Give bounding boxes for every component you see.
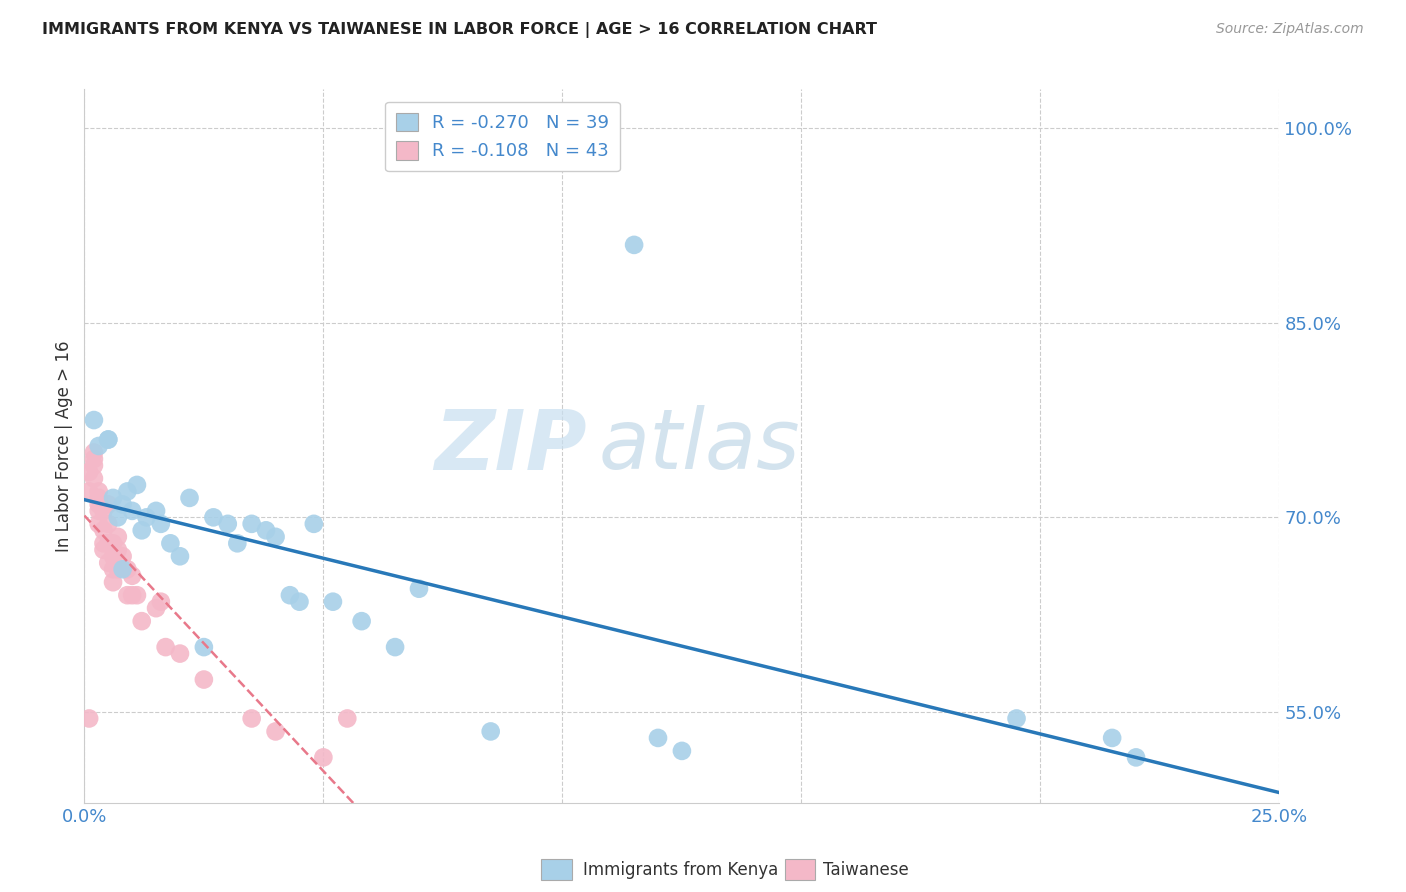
Point: [479, 724, 502, 739]
Point: [131, 524, 153, 538]
Point: [131, 614, 153, 628]
Point: [111, 497, 134, 511]
Text: atlas: atlas: [599, 406, 800, 486]
Point: [107, 510, 129, 524]
Point: [125, 588, 148, 602]
Point: [107, 542, 129, 557]
Point: [302, 516, 325, 531]
Text: ZIP: ZIP: [433, 406, 586, 486]
Point: [87, 504, 110, 518]
Point: [121, 568, 143, 582]
Point: [121, 588, 143, 602]
Point: [101, 549, 124, 564]
Point: [623, 238, 645, 252]
Point: [202, 510, 225, 524]
Point: [83, 413, 105, 427]
Point: [647, 731, 669, 745]
Point: [121, 504, 143, 518]
Point: [87, 491, 110, 505]
Point: [1101, 731, 1123, 745]
Point: [135, 510, 157, 524]
Point: [101, 536, 124, 550]
Point: [97, 556, 120, 570]
Point: [125, 478, 148, 492]
Point: [97, 536, 120, 550]
Point: [117, 562, 139, 576]
Point: [83, 458, 105, 473]
Point: [107, 562, 129, 576]
Point: [83, 445, 105, 459]
Point: [240, 711, 263, 725]
Point: [312, 750, 335, 764]
Point: [111, 562, 134, 576]
Point: [145, 504, 167, 518]
Point: [254, 524, 277, 538]
Point: [193, 640, 215, 654]
Point: [264, 530, 287, 544]
Point: [117, 588, 139, 602]
Point: [1125, 750, 1147, 764]
Point: [97, 433, 120, 447]
Point: [322, 595, 344, 609]
Text: Source: ZipAtlas.com: Source: ZipAtlas.com: [1216, 22, 1364, 37]
Point: [87, 497, 110, 511]
Text: IMMIGRANTS FROM KENYA VS TAIWANESE IN LABOR FORCE | AGE > 16 CORRELATION CHART: IMMIGRANTS FROM KENYA VS TAIWANESE IN LA…: [42, 22, 877, 38]
Point: [149, 595, 172, 609]
Point: [97, 433, 120, 447]
Point: [101, 491, 124, 505]
Point: [93, 504, 115, 518]
Point: [169, 549, 191, 564]
Point: [278, 588, 301, 602]
Text: Immigrants from Kenya: Immigrants from Kenya: [583, 861, 779, 879]
Point: [226, 536, 249, 550]
Point: [101, 562, 124, 576]
Point: [111, 549, 134, 564]
Point: [93, 524, 115, 538]
Point: [264, 724, 287, 739]
Point: [350, 614, 373, 628]
Point: [107, 530, 129, 544]
Point: [97, 497, 120, 511]
Point: [169, 647, 191, 661]
Y-axis label: In Labor Force | Age > 16: In Labor Force | Age > 16: [55, 340, 73, 552]
Point: [97, 516, 120, 531]
Point: [77, 465, 100, 479]
Point: [179, 491, 201, 505]
Point: [384, 640, 406, 654]
Point: [93, 536, 115, 550]
Point: [77, 484, 100, 499]
Point: [117, 484, 139, 499]
Point: [671, 744, 693, 758]
Point: [87, 484, 110, 499]
Point: [408, 582, 430, 596]
Point: [87, 439, 110, 453]
Point: [93, 542, 115, 557]
Text: Taiwanese: Taiwanese: [823, 861, 908, 879]
Point: [240, 516, 263, 531]
Point: [155, 640, 177, 654]
Point: [87, 516, 110, 531]
Point: [336, 711, 359, 725]
Point: [149, 516, 172, 531]
Point: [145, 601, 167, 615]
Legend: R = -0.270   N = 39, R = -0.108   N = 43: R = -0.270 N = 39, R = -0.108 N = 43: [385, 102, 620, 171]
Point: [159, 536, 181, 550]
Point: [77, 711, 100, 725]
Point: [1005, 711, 1028, 725]
Point: [288, 595, 311, 609]
Point: [217, 516, 239, 531]
Point: [83, 452, 105, 467]
Point: [101, 575, 124, 590]
Point: [193, 673, 215, 687]
Point: [83, 471, 105, 485]
